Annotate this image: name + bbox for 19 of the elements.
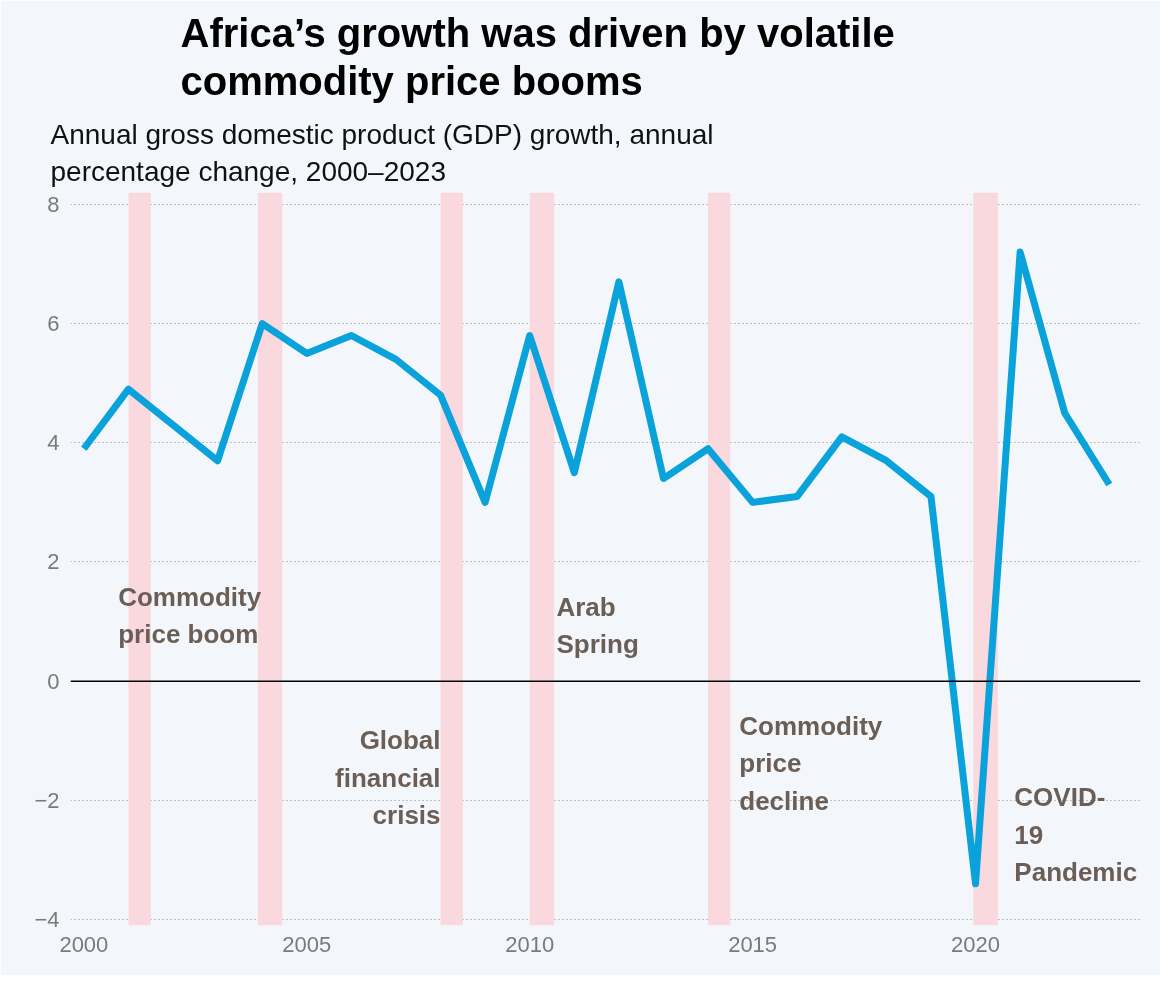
y-tick-label: 4 — [47, 430, 60, 456]
y-tick-label: 8 — [47, 191, 60, 217]
x-tick-label: 2005 — [282, 931, 332, 957]
band-label: Arab Spring — [556, 591, 639, 660]
y-tick-label: 2 — [47, 549, 60, 575]
x-tick-label: 2000 — [59, 931, 109, 957]
chart-title: Africa’s growth was driven by volatile commodity price booms — [180, 11, 895, 104]
y-tick-label: −4 — [34, 907, 60, 933]
y-tick-label: 0 — [47, 668, 60, 694]
band-label: Commodity price decline — [739, 710, 883, 816]
x-tick-label: 2020 — [951, 931, 1001, 957]
y-tick-label: 6 — [47, 311, 60, 337]
band-label: COVID- 19 Pandemic — [1014, 782, 1138, 888]
x-tick-label: 2015 — [728, 931, 778, 957]
chart-subtitle: Annual gross domestic product (GDP) growth, annual percentage change, 2000–2023 — [50, 119, 714, 188]
band-label: Global financial crisis — [335, 725, 441, 831]
band-label: Commodity price boom — [118, 581, 262, 650]
y-tick-label: −2 — [34, 787, 60, 813]
x-tick-label: 2010 — [505, 931, 555, 957]
